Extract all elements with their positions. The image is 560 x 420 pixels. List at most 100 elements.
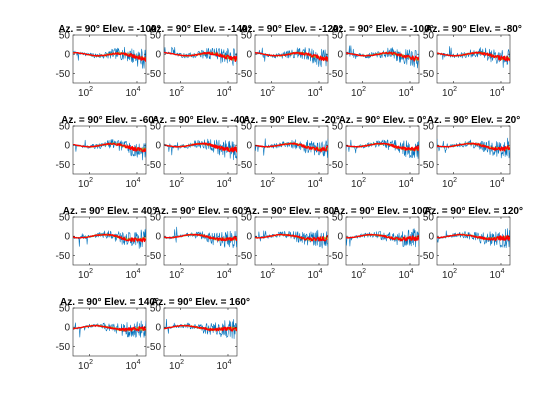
x-tick-exponent: 2	[453, 268, 457, 275]
series-line	[73, 233, 146, 243]
plot-area	[73, 228, 146, 249]
x-tick-exponent: 2	[180, 268, 184, 275]
x-tick-exponent: 2	[271, 177, 275, 184]
series-line	[73, 51, 146, 62]
series-line	[255, 233, 328, 242]
plot-area	[255, 138, 328, 158]
subplot-title: Az. = 90° Elev. = 60°	[154, 206, 247, 217]
series-line	[73, 142, 146, 153]
y-tick-label: 0	[64, 323, 70, 334]
plot-area	[437, 228, 510, 248]
subplot-title: Az. = 90° Elev. = 140°	[60, 297, 159, 308]
subplot-title: Az. = 90° Elev. = 120°	[424, 206, 523, 217]
x-tick-label: 104	[398, 177, 413, 190]
y-tick-label: -50	[420, 251, 435, 262]
x-tick-label: 104	[216, 177, 231, 190]
x-tick-label: 102	[351, 86, 366, 99]
x-tick-base: 10	[216, 270, 228, 281]
y-tick-label: -50	[147, 251, 162, 262]
y-tick-label: 0	[246, 141, 252, 152]
x-tick-exponent: 4	[137, 177, 141, 184]
x-tick-exponent: 2	[89, 86, 93, 93]
plot-area	[73, 46, 146, 69]
x-tick-base: 10	[307, 88, 319, 99]
x-tick-base: 10	[307, 179, 319, 190]
plot-area	[164, 318, 237, 339]
plot-area	[73, 139, 146, 161]
x-tick-exponent: 4	[501, 86, 505, 93]
x-tick-label: 102	[260, 86, 275, 99]
axes-box	[72, 216, 147, 266]
y-tick-label: 50	[59, 122, 71, 133]
x-tick-base: 10	[78, 361, 90, 372]
x-tick-base: 10	[216, 88, 228, 99]
y-tick-label: 50	[332, 213, 344, 224]
x-tick-base: 10	[125, 88, 137, 99]
y-tick-label: 50	[59, 213, 71, 224]
y-tick-label: -50	[56, 251, 71, 262]
x-tick-label: 102	[78, 359, 93, 372]
x-tick-exponent: 4	[410, 177, 414, 184]
x-tick-label: 102	[78, 177, 93, 190]
x-tick-base: 10	[260, 270, 272, 281]
y-tick-label: 0	[246, 232, 252, 243]
x-tick-exponent: 2	[180, 86, 184, 93]
series-line	[164, 51, 237, 62]
x-tick-base: 10	[351, 270, 363, 281]
series-line	[255, 229, 328, 249]
y-tick-label: -50	[329, 69, 344, 80]
x-tick-label: 102	[351, 268, 366, 281]
y-tick-label: -50	[329, 251, 344, 262]
x-tick-base: 10	[260, 88, 272, 99]
y-tick-label: 50	[423, 213, 435, 224]
x-tick-label: 102	[78, 268, 93, 281]
x-tick-base: 10	[216, 179, 228, 190]
series-line	[437, 142, 510, 152]
y-tick-label: -50	[420, 69, 435, 80]
y-tick-label: -50	[238, 251, 253, 262]
axes-box	[345, 34, 420, 84]
x-tick-label: 102	[442, 177, 457, 190]
x-tick-base: 10	[78, 179, 90, 190]
x-tick-base: 10	[398, 179, 410, 190]
y-tick-label: -50	[420, 160, 435, 171]
x-tick-exponent: 2	[89, 177, 93, 184]
x-tick-base: 10	[442, 88, 454, 99]
y-tick-label: -50	[56, 342, 71, 353]
x-tick-base: 10	[260, 179, 272, 190]
series-line	[164, 324, 237, 332]
y-tick-label: 0	[428, 141, 434, 152]
y-tick-label: 50	[332, 122, 344, 133]
plot-area	[255, 229, 328, 249]
y-tick-label: -50	[329, 160, 344, 171]
subplot-title: Az. = 90° Elev. = -100°	[58, 24, 160, 35]
x-tick-label: 104	[216, 86, 231, 99]
x-tick-label: 104	[307, 86, 322, 99]
x-tick-exponent: 4	[137, 268, 141, 275]
x-tick-exponent: 2	[271, 86, 275, 93]
x-tick-exponent: 2	[180, 359, 184, 366]
y-tick-label: 0	[246, 50, 252, 61]
y-tick-label: 50	[150, 122, 162, 133]
x-tick-exponent: 4	[410, 268, 414, 275]
x-tick-label: 104	[125, 359, 140, 372]
x-tick-label: 102	[442, 268, 457, 281]
x-tick-exponent: 4	[501, 268, 505, 275]
x-tick-label: 104	[398, 268, 413, 281]
x-tick-base: 10	[78, 88, 90, 99]
y-tick-label: 50	[423, 31, 435, 42]
plot-area	[437, 46, 510, 68]
x-tick-base: 10	[169, 361, 181, 372]
plot-area	[255, 47, 328, 68]
subplot-title: Az. = 90° Elev. = -100°	[331, 24, 433, 35]
x-tick-exponent: 2	[271, 268, 275, 275]
